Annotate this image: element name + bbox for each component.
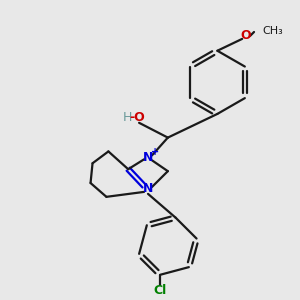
Text: CH₃: CH₃ <box>262 26 283 36</box>
Text: +: + <box>151 147 159 158</box>
Text: -O: -O <box>129 111 145 124</box>
Text: N: N <box>143 151 153 164</box>
Text: O: O <box>241 29 251 42</box>
Text: Cl: Cl <box>154 284 167 297</box>
Text: N: N <box>143 182 153 195</box>
Text: H: H <box>122 111 132 124</box>
